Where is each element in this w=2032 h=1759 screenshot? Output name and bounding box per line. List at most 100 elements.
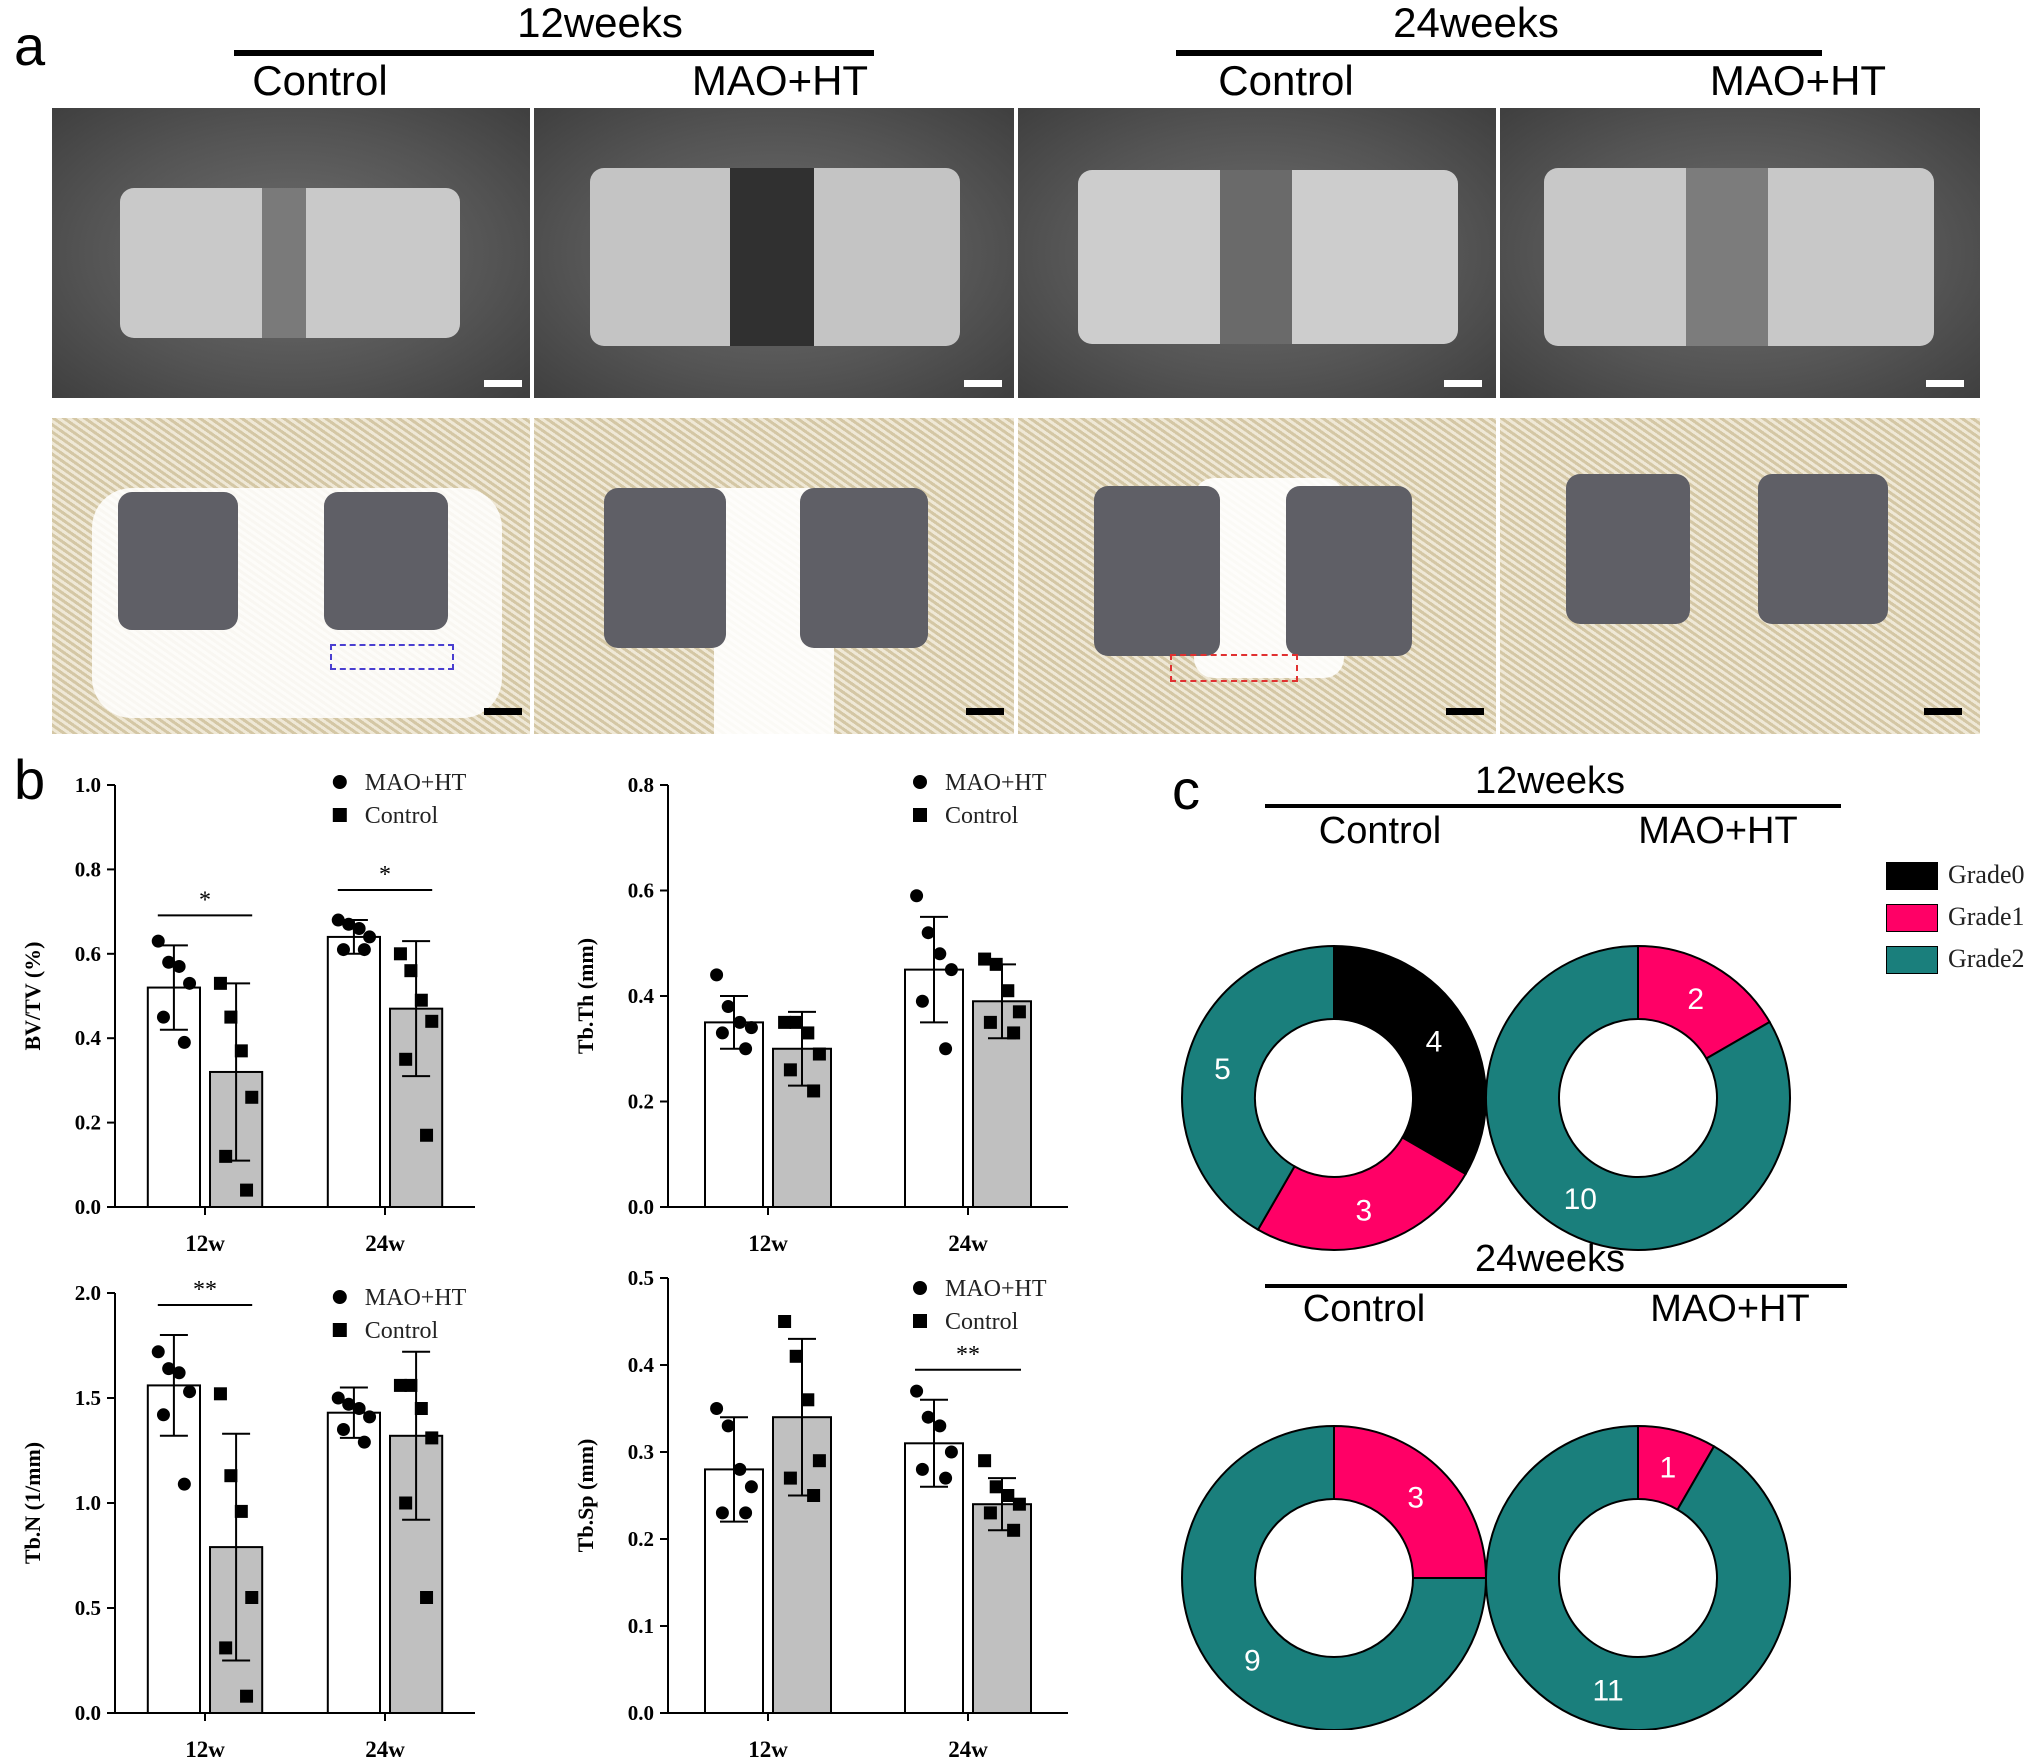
data-point: [240, 1183, 254, 1197]
data-point: [213, 1387, 227, 1401]
data-point: [733, 1462, 747, 1476]
y-axis-label: Tb.N (1/mm): [20, 1442, 45, 1564]
data-point: [789, 1349, 803, 1363]
x-tick-label: 12w: [748, 1737, 788, 1759]
group-label: MAO+HT: [691, 57, 869, 104]
scale-bar: [1926, 380, 1964, 387]
y-tick-label: 0.0: [628, 1701, 654, 1725]
data-point: [420, 1591, 434, 1604]
y-tick-label: 0.0: [75, 1701, 101, 1725]
data-point: [812, 1454, 826, 1468]
data-point: [939, 1471, 953, 1485]
y-tick-label: 0.4: [628, 1353, 655, 1377]
data-point: [172, 1366, 186, 1380]
data-point: [420, 1128, 434, 1142]
y-tick-label: 0.5: [628, 1266, 654, 1290]
bar-charts: 0.00.20.40.60.81.0BV/TV (%)12w 24w**MAO+H…: [20, 770, 1068, 1759]
data-point: [789, 1015, 803, 1029]
donut-chart: 2 10: [1485, 944, 1791, 1251]
donut-slice: [1485, 1424, 1791, 1730]
panel-label-b: b: [14, 748, 46, 811]
timepoint-24weeks-header: 24weeks: [1393, 0, 1559, 46]
slice-label: 5: [1214, 1053, 1231, 1086]
group-label: Control: [1218, 57, 1354, 104]
data-point: [801, 1026, 815, 1040]
region-of-interest-box: [330, 644, 454, 670]
data-point: [744, 1021, 758, 1035]
data-point: [336, 1423, 350, 1436]
data-point: [739, 1042, 753, 1056]
data-point: [989, 1480, 1003, 1494]
panel-label-a: a: [14, 14, 46, 77]
header-rule: [1176, 50, 1822, 56]
x-tick-label: 12w: [185, 1231, 225, 1256]
data-point: [983, 1015, 997, 1029]
bar: [704, 1021, 764, 1208]
data-point: [151, 934, 165, 948]
data-point: [710, 1402, 724, 1415]
y-tick-label: 0.2: [628, 1527, 654, 1551]
data-point: [783, 1471, 797, 1485]
slice-label: 3: [1407, 1481, 1424, 1514]
scale-bar: [966, 708, 1004, 715]
group-label: Control: [1318, 810, 1442, 852]
legend-label: MAO+HT: [945, 1276, 1047, 1302]
scale-bar: [484, 380, 522, 387]
legend-label: Control: [365, 1318, 439, 1344]
data-point: [915, 1462, 929, 1476]
data-point: [183, 976, 197, 990]
data-point: [783, 1063, 797, 1077]
significance-marker: **: [956, 1342, 980, 1368]
data-point: [219, 1149, 233, 1163]
data-point: [331, 1391, 345, 1405]
data-point: [921, 1410, 935, 1424]
bar: [904, 1442, 964, 1714]
data-point: [245, 1591, 259, 1604]
data-point: [744, 1480, 758, 1494]
data-point: [357, 943, 371, 957]
bar-chart: 0.0 0.5 1.0 1.5 2.0 Tb.N (1/mm) 12w 24w ** MAO+HT…: [20, 1277, 475, 1759]
donut-chart: 39: [1181, 1424, 1488, 1730]
reconstruction-24w-mao-ht: [1500, 418, 1980, 734]
donut-chart: 4 3 5: [1181, 944, 1487, 1251]
donut-slice: [1333, 1424, 1488, 1579]
ct-image-24w-mao-ht: [1500, 108, 1980, 398]
data-point: [172, 959, 186, 973]
data-point: [393, 947, 407, 961]
legend-label: Control: [945, 1309, 1019, 1335]
group-label: MAO+HT: [1709, 57, 1887, 104]
data-point: [915, 994, 929, 1008]
data-point: [989, 957, 1003, 971]
y-tick-label: 1.0: [75, 773, 101, 797]
y-tick-label: 0.4: [75, 1026, 102, 1050]
scale-bar: [964, 380, 1002, 387]
data-point: [357, 1435, 371, 1449]
legend-label: MAO+HT: [365, 1285, 467, 1311]
legend-marker: [332, 808, 347, 822]
y-tick-label: 0.6: [75, 942, 101, 966]
reconstruction-12w-control: [52, 418, 530, 734]
header-rule: [1265, 1284, 1847, 1288]
data-point: [352, 921, 366, 935]
header-rule: [1265, 804, 1841, 808]
data-point: [414, 1402, 428, 1415]
legend-marker: [332, 1290, 347, 1304]
ct-image-12w-mao-ht: [534, 108, 1014, 398]
slice-label: 4: [1426, 1025, 1443, 1058]
y-axis-label: BV/TV (%): [20, 942, 45, 1051]
data-point: [1001, 984, 1015, 998]
y-tick-label: 0.3: [628, 1440, 654, 1464]
data-point: [1012, 1497, 1026, 1511]
group-label: MAO+HT: [1638, 810, 1798, 852]
data-point: [933, 947, 947, 961]
legend-swatch: [1886, 862, 1938, 890]
scale-bar: [1444, 380, 1482, 387]
data-point: [910, 889, 924, 903]
donut-slice: [1181, 1424, 1488, 1730]
y-tick-label: 0.5: [75, 1596, 101, 1620]
significance-marker: *: [379, 862, 391, 888]
slice-label: 10: [1564, 1183, 1597, 1216]
data-point: [156, 1408, 170, 1422]
bar-chart: 0.0 0.2 0.4 0.6 0.8 1.0 BV/TV (%) 12w 24w * * MAO+H…: [20, 770, 475, 1256]
